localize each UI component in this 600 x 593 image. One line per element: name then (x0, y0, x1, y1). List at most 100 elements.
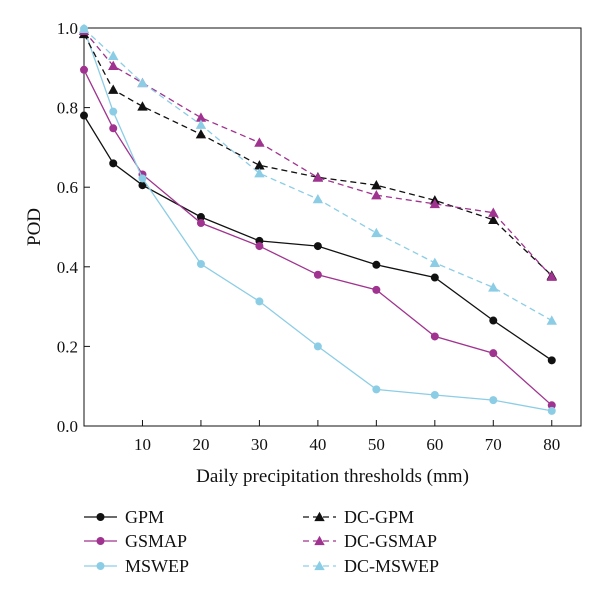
data-point-gsmap (430, 332, 439, 341)
legend-marker (96, 513, 105, 521)
data-point-mswep (196, 260, 205, 269)
data-point-dc-gpm (488, 214, 499, 224)
y-tick-label: 0.0 (57, 417, 78, 436)
series-layer (78, 23, 557, 415)
legend-item-dc-gpm: DC-GPM (303, 507, 414, 527)
plot-frame (83, 27, 582, 427)
legend-label: DC-GSMAP (344, 531, 437, 551)
series-line-mswep (83, 28, 552, 412)
data-point-mswep (372, 385, 381, 394)
data-point-mswep (138, 174, 147, 183)
x-tick-label: 60 (426, 435, 443, 454)
data-point-mswep (313, 342, 322, 351)
series-gpm (80, 111, 556, 365)
x-tick-label: 80 (543, 435, 560, 454)
series-gsmap (80, 65, 556, 410)
data-point-dc-mswep (312, 193, 324, 204)
data-point-gpm (430, 273, 439, 282)
data-point-dc-mswep (429, 257, 441, 267)
legend-label: GSMAP (125, 531, 187, 551)
series-line-dc-gsmap (83, 30, 553, 278)
series-mswep (80, 24, 556, 415)
data-point-dc-mswep (371, 227, 382, 238)
series-line-dc-gpm (83, 33, 553, 277)
series-dc-mswep (78, 23, 557, 325)
data-point-mswep (109, 107, 118, 116)
x-tick-label: 10 (134, 435, 151, 454)
data-point-dc-mswep (78, 23, 90, 33)
series-dc-gpm (78, 28, 557, 280)
y-axis-label: POD (24, 208, 45, 246)
data-point-gpm (196, 213, 205, 222)
data-point-dc-mswep (254, 168, 265, 178)
data-point-dc-gpm (371, 180, 382, 190)
data-point-mswep (489, 396, 498, 405)
legend-item-dc-mswep: DC-MSWEP (303, 556, 439, 576)
data-point-dc-gpm (108, 84, 119, 94)
legend-marker (96, 562, 105, 570)
data-point-dc-mswep (546, 315, 557, 325)
y-tick-label: 0.8 (57, 99, 78, 118)
data-point-dc-gsmap (371, 189, 382, 200)
series-line-gpm (83, 115, 553, 361)
data-point-dc-gsmap (488, 207, 499, 217)
data-point-gsmap (372, 285, 381, 294)
series-line-gsmap (83, 69, 553, 406)
legend-item-dc-gsmap: DC-GSMAP (303, 531, 437, 551)
legend-item-gpm: GPM (84, 507, 164, 527)
legend-marker (314, 511, 325, 522)
legend-label: GPM (125, 507, 164, 527)
data-point-dc-gpm (254, 160, 265, 170)
legend-label: MSWEP (125, 556, 189, 576)
legend-item-gsmap: GSMAP (84, 531, 187, 551)
legend-label: DC-MSWEP (344, 556, 439, 576)
data-point-gsmap (547, 401, 556, 410)
data-point-mswep (255, 297, 264, 306)
y-tick-label: 0.4 (57, 258, 79, 277)
x-tick-label: 70 (485, 435, 502, 454)
legend-marker (314, 560, 325, 571)
data-point-dc-gsmap (254, 137, 265, 147)
y-tick-label: 1.0 (57, 19, 78, 38)
data-point-gpm (138, 181, 147, 190)
data-point-dc-gsmap (546, 271, 557, 281)
data-point-gpm (547, 356, 556, 365)
data-point-gsmap (313, 270, 322, 279)
data-point-dc-mswep (195, 119, 207, 129)
data-point-dc-gsmap (429, 198, 441, 209)
data-point-gpm (489, 316, 498, 325)
legend-item-mswep: MSWEP (84, 556, 189, 576)
legend-label: DC-GPM (344, 507, 414, 527)
data-point-dc-mswep (488, 282, 499, 292)
y-tick-label: 0.2 (57, 337, 78, 356)
x-tick-label: 20 (192, 435, 209, 454)
data-point-dc-gsmap (108, 60, 119, 70)
data-point-mswep (547, 406, 556, 415)
data-point-gpm (372, 260, 381, 269)
x-tick-label: 40 (309, 435, 326, 454)
data-point-dc-mswep (108, 50, 119, 61)
data-point-dc-mswep (137, 77, 148, 88)
data-point-mswep (430, 390, 439, 399)
y-tick-label: 0.6 (57, 178, 78, 197)
data-point-dc-gsmap (312, 172, 324, 182)
legend: GPM GSMAP MSWEP DC-GPM DC-GSMAP DC-MSWEP (84, 507, 439, 576)
data-point-gpm (313, 242, 322, 251)
data-point-dc-gsmap (195, 112, 207, 122)
data-point-gpm (80, 111, 88, 120)
legend-marker (96, 537, 105, 545)
x-tick-label: 30 (251, 435, 268, 454)
data-point-gsmap (80, 65, 88, 74)
data-point-gpm (109, 159, 118, 168)
x-tick-label: 50 (368, 435, 385, 454)
data-point-gsmap (196, 219, 205, 228)
axes: 0.0 0.2 0.4 0.6 0.8 1.0 10 20 30 40 50 60 70 80 Daily … (24, 19, 582, 487)
data-point-dc-gpm (137, 101, 148, 111)
data-point-gsmap (255, 242, 264, 251)
x-axis-label: Daily precipitation thresholds (mm) (196, 466, 469, 487)
data-point-dc-gpm (195, 129, 207, 139)
legend-marker (314, 535, 325, 546)
data-point-gsmap (109, 124, 118, 133)
data-point-gsmap (489, 349, 498, 358)
